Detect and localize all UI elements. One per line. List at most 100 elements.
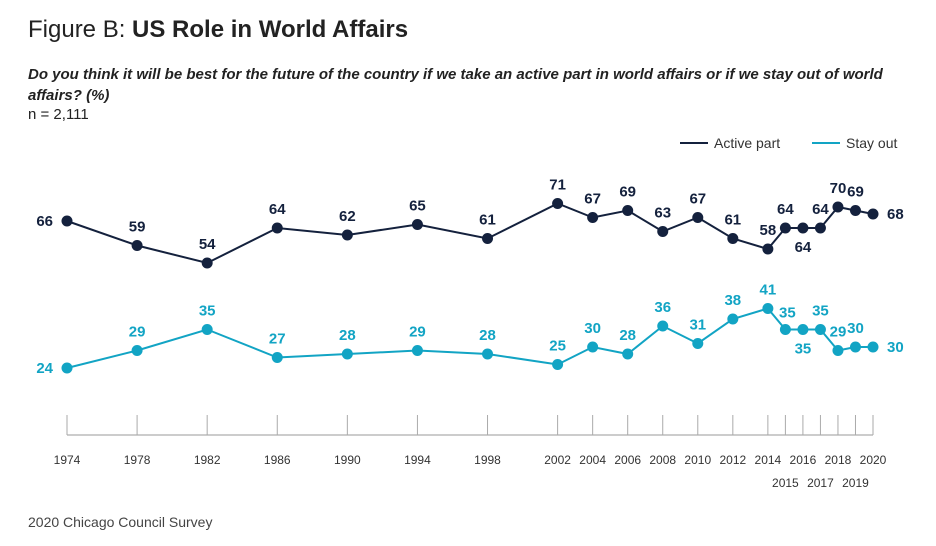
- data-point: [779, 222, 791, 234]
- data-label: 62: [339, 208, 356, 225]
- x-tick-label: 2014: [755, 453, 782, 467]
- data-label: 66: [36, 213, 53, 230]
- data-point: [797, 324, 809, 335]
- data-label: 35: [812, 303, 829, 320]
- data-point: [482, 348, 494, 360]
- data-label: 59: [129, 219, 146, 236]
- chart-title: Figure B: US Role in World Affairs: [28, 16, 408, 44]
- x-tick-label: 2006: [614, 453, 641, 467]
- data-label: 24: [36, 360, 53, 377]
- data-point: [762, 303, 774, 314]
- data-label: 65: [409, 198, 426, 215]
- data-point: [849, 341, 861, 353]
- data-label: 67: [689, 191, 706, 208]
- x-tick-label: 2015: [772, 476, 799, 490]
- data-point: [657, 320, 669, 332]
- data-point: [832, 201, 844, 213]
- legend-label: Active part: [714, 135, 780, 151]
- data-label: 30: [887, 339, 904, 356]
- series-line: [66, 307, 873, 369]
- data-label: 71: [549, 177, 566, 194]
- x-tick-label: 1978: [124, 453, 151, 467]
- data-point: [411, 219, 423, 230]
- data-label: 38: [724, 292, 741, 309]
- data-label: 35: [779, 305, 796, 322]
- sample-size: n = 2,111: [28, 106, 89, 123]
- series-line: [66, 202, 874, 265]
- title-main: US Role in World Affairs: [132, 16, 409, 43]
- x-tick-label: 2002: [544, 453, 571, 467]
- x-tick-label: 2008: [649, 453, 676, 467]
- data-point: [411, 345, 423, 356]
- data-label: 69: [619, 184, 636, 201]
- data-point: [341, 229, 353, 241]
- x-tick-label: 2020: [860, 453, 887, 467]
- data-point: [832, 345, 844, 356]
- data-label: 54: [199, 236, 216, 253]
- data-label: 70: [830, 180, 847, 197]
- data-label: 35: [199, 303, 216, 320]
- data-point: [657, 226, 669, 237]
- data-point: [797, 222, 809, 234]
- data-label: 69: [847, 184, 864, 201]
- data-label: 29: [409, 324, 426, 341]
- data-label: 30: [847, 320, 864, 337]
- data-label: 58: [760, 222, 777, 239]
- data-point: [692, 338, 704, 349]
- x-tick-label: 1974: [54, 453, 81, 467]
- x-tick-label: 2018: [825, 453, 852, 467]
- data-label: 25: [549, 338, 566, 355]
- data-label: 64: [777, 201, 794, 218]
- data-point: [867, 341, 879, 353]
- x-tick-label: 1998: [474, 453, 501, 467]
- data-point: [552, 359, 564, 370]
- data-point: [131, 240, 143, 251]
- legend-label: Stay out: [846, 135, 897, 151]
- x-tick-label: 2019: [842, 476, 869, 490]
- x-tick-label: 1994: [404, 453, 431, 467]
- data-label: 28: [339, 327, 356, 344]
- source-note: 2020 Chicago Council Survey: [28, 514, 213, 530]
- x-tick-label: 1982: [194, 453, 221, 467]
- data-label: 68: [887, 206, 904, 223]
- data-point: [867, 208, 879, 220]
- data-label: 64: [269, 201, 286, 218]
- x-tick-label: 2010: [684, 453, 711, 467]
- data-point: [587, 212, 599, 223]
- x-tick-label: 2016: [790, 453, 817, 467]
- data-label: 29: [830, 324, 847, 341]
- data-point: [61, 215, 73, 227]
- data-point: [692, 212, 704, 223]
- data-label: 61: [724, 212, 741, 229]
- data-label: 41: [760, 282, 777, 299]
- data-label: 28: [479, 327, 496, 344]
- chart-subtitle: Do you think it will be best for the fut…: [28, 66, 883, 104]
- data-point: [814, 324, 826, 335]
- x-tick-label: 2012: [719, 453, 746, 467]
- data-label: 35: [795, 341, 812, 358]
- data-label: 27: [269, 331, 286, 348]
- data-point: [201, 324, 213, 335]
- data-point: [622, 205, 634, 216]
- data-label: 30: [584, 320, 601, 337]
- data-point: [727, 233, 739, 244]
- data-point: [552, 198, 564, 209]
- data-label: 64: [812, 201, 829, 218]
- data-label: 29: [129, 324, 146, 341]
- data-label: 36: [654, 299, 671, 316]
- data-point: [131, 345, 143, 356]
- data-point: [61, 362, 73, 374]
- x-tick-label: 1990: [334, 453, 361, 467]
- data-point: [587, 341, 599, 353]
- x-tick-label: 2017: [807, 476, 834, 490]
- data-point: [814, 222, 826, 234]
- data-point: [849, 205, 861, 216]
- data-label: 67: [584, 191, 601, 208]
- data-label: 64: [795, 239, 812, 256]
- x-tick-label: 1986: [264, 453, 291, 467]
- x-tick-label: 2004: [579, 453, 606, 467]
- data-point: [482, 233, 494, 244]
- data-point: [271, 222, 283, 234]
- data-label: 61: [479, 212, 496, 229]
